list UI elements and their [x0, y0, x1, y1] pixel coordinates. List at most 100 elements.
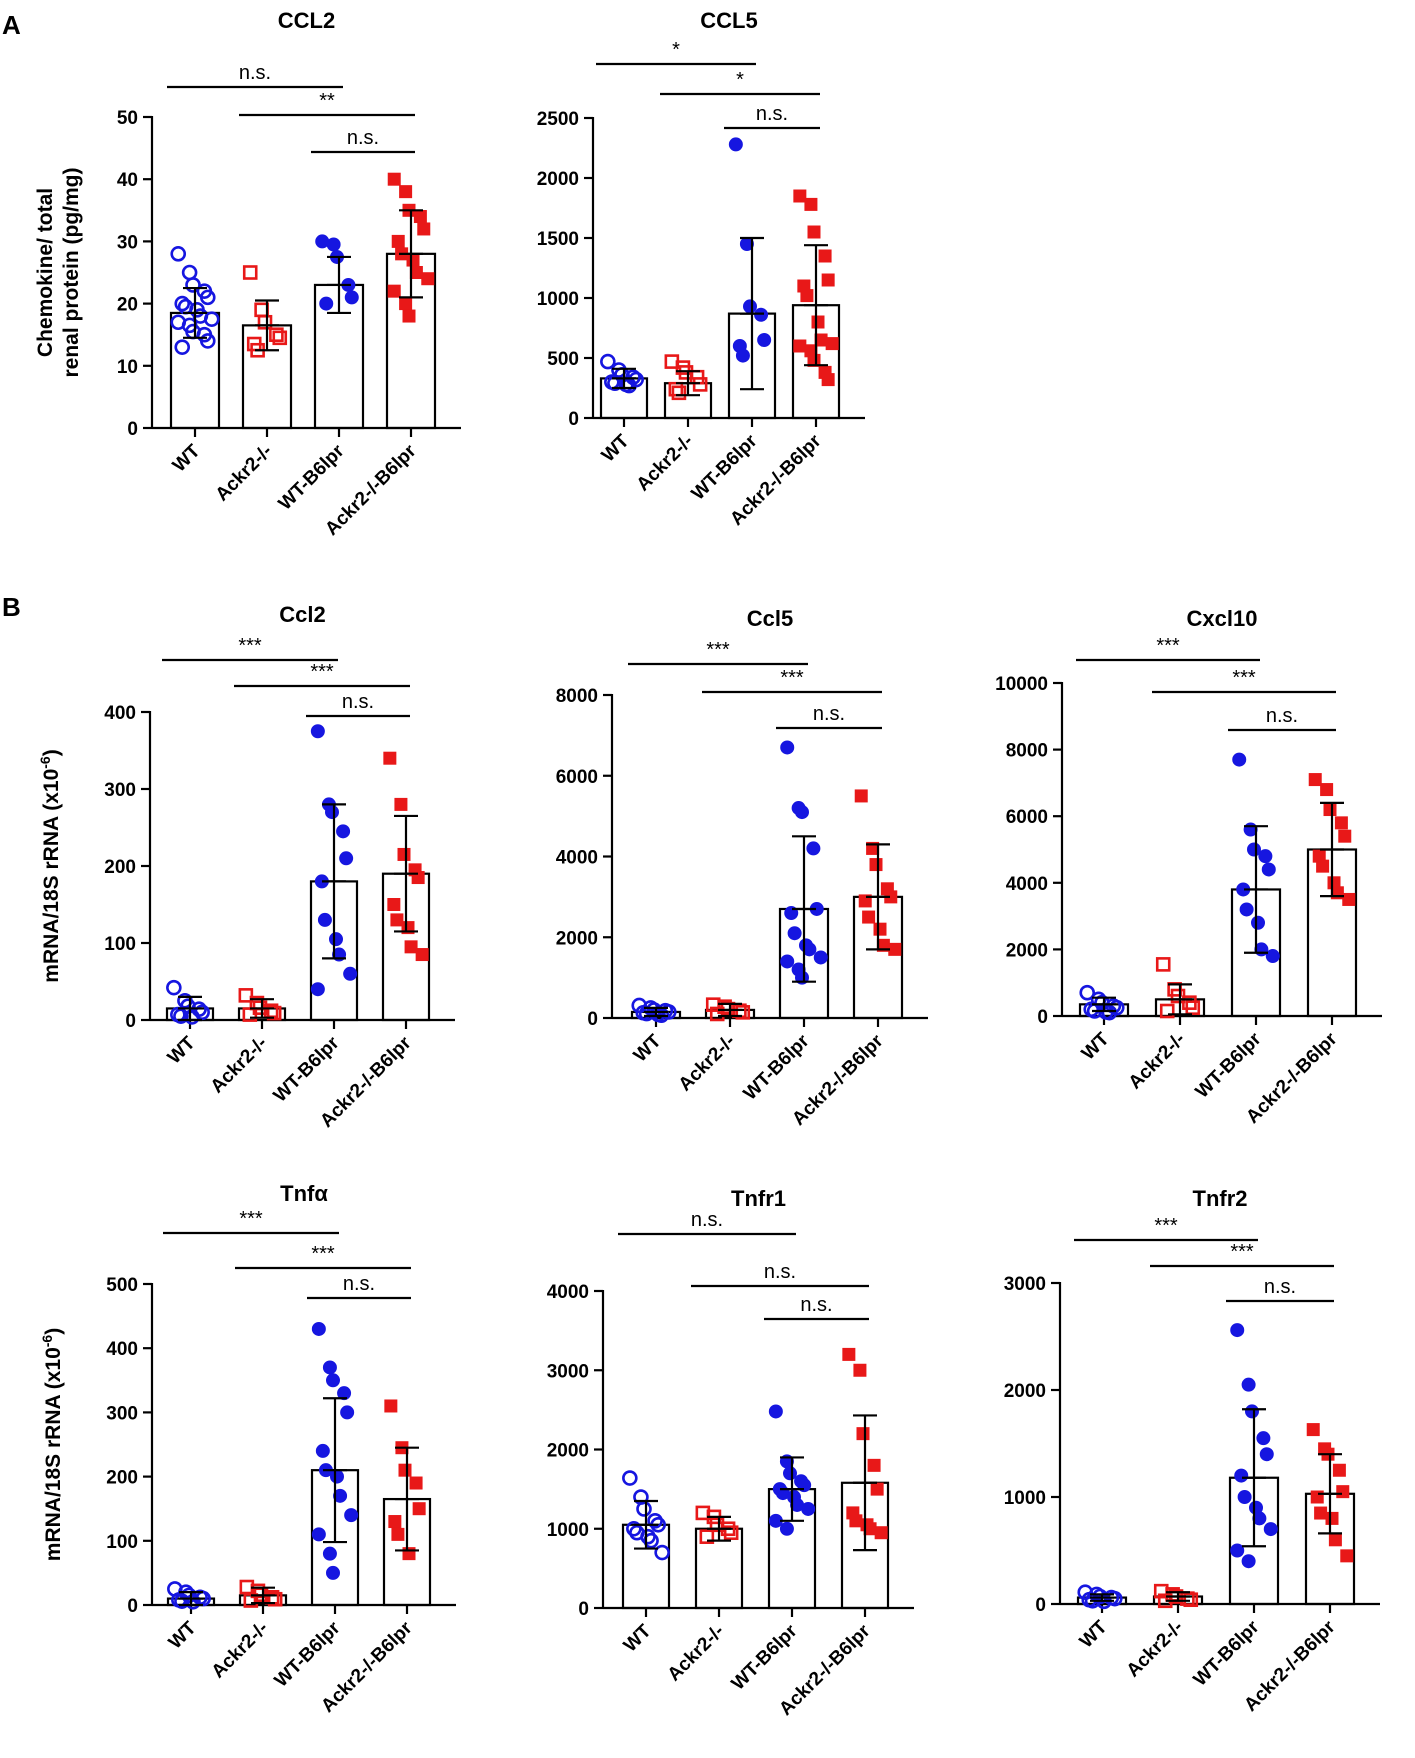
data-point — [1342, 892, 1356, 906]
data-point — [692, 377, 708, 392]
x-tick-label: WT-B6lpr — [1192, 1028, 1266, 1102]
data-point — [174, 339, 191, 355]
data-point — [269, 327, 284, 343]
data-point — [339, 851, 354, 866]
data-point — [1252, 1511, 1267, 1526]
y-axis-label-main: mRNA/18S rRNA (x10 — [40, 769, 63, 983]
data-point — [668, 381, 684, 397]
data-point — [854, 789, 868, 803]
data-point — [322, 1360, 337, 1375]
data-point — [813, 950, 828, 965]
data-point — [322, 1546, 337, 1561]
x-tick-label: Ackr2-/- — [675, 1031, 740, 1096]
x-tick-label: Ackr2-/- — [207, 1033, 272, 1098]
y-tick-label: 200 — [106, 1468, 138, 1489]
chart-title: Ccl5 — [747, 606, 793, 631]
x-tick-label: Ackr2-/- — [212, 441, 277, 506]
data-point — [1256, 1431, 1271, 1446]
y-axis-label: mRNA/18S rRNA (x10-6) — [39, 1328, 65, 1561]
y-tick-label: 4000 — [1006, 874, 1048, 895]
y-tick-label: 500 — [106, 1275, 138, 1296]
data-point — [421, 272, 435, 286]
significance-label: *** — [1156, 635, 1180, 657]
data-point — [336, 824, 351, 839]
y-tick-label: 2500 — [537, 109, 579, 130]
data-point — [388, 1515, 402, 1529]
significance-label: *** — [1230, 1241, 1254, 1263]
data-point — [849, 1514, 863, 1528]
x-tick-label: WT — [1078, 1028, 1114, 1064]
data-point — [1079, 984, 1096, 1001]
data-point — [317, 912, 332, 927]
y-axis-label-main: mRNA/18S rRNA (x10 — [42, 1347, 65, 1561]
x-tick-label: Ackr2-/- — [208, 1618, 273, 1683]
data-point — [326, 1565, 340, 1580]
data-point — [1232, 752, 1247, 767]
chart-2: Ccl2 0 100 200 300 400 mRNA/18S rRNA (x10-6) WT… — [37, 602, 455, 1132]
data-point — [340, 1405, 355, 1420]
data-point — [1306, 1423, 1320, 1437]
significance-label: n.s. — [239, 62, 271, 84]
data-point — [199, 333, 216, 349]
y-tick-label: 40 — [117, 170, 138, 191]
y-tick-label: 100 — [106, 1532, 138, 1553]
data-point — [779, 1521, 794, 1536]
y-tick-label: 0 — [1037, 1007, 1048, 1028]
data-point — [1258, 849, 1273, 864]
data-point — [387, 284, 401, 298]
chart-title: CCL5 — [700, 8, 757, 33]
y-tick-label: 1500 — [537, 229, 579, 250]
x-tick-label: WT-B6lpr — [740, 1030, 814, 1104]
data-point — [1340, 1549, 1354, 1563]
data-point — [397, 847, 411, 861]
data-point — [888, 942, 902, 956]
y-tick-label: 4000 — [547, 1282, 589, 1303]
data-point — [184, 1009, 200, 1025]
data-point — [643, 1532, 659, 1549]
chart-title: Tnfα — [280, 1181, 328, 1206]
data-point — [402, 309, 416, 323]
data-point — [856, 1427, 870, 1441]
x-tick-label: Ackr2-/- — [1125, 1029, 1190, 1094]
data-point — [310, 724, 325, 739]
data-point — [874, 1526, 888, 1540]
significance-label: *** — [311, 1243, 335, 1265]
y-tick-label: 100 — [104, 934, 136, 955]
panel-label-a: A — [2, 10, 21, 40]
data-point — [199, 289, 216, 306]
data-point — [315, 1443, 330, 1458]
y-tick-label: 0 — [587, 1009, 598, 1030]
data-point — [330, 1469, 344, 1484]
data-point — [806, 841, 821, 856]
data-point — [1234, 1468, 1249, 1483]
data-point — [398, 1463, 412, 1477]
data-point — [1320, 783, 1334, 797]
data-point — [254, 302, 269, 318]
y-axis-label-close: ) — [40, 749, 63, 756]
data-point — [1323, 803, 1337, 817]
data-point — [384, 1399, 398, 1413]
data-point — [1308, 773, 1322, 787]
data-point — [391, 234, 405, 248]
data-point — [238, 988, 254, 1003]
y-axis-label: renal protein (pg/mg) — [60, 168, 83, 378]
data-point — [795, 805, 809, 820]
data-point — [1230, 1543, 1245, 1558]
data-point — [344, 1508, 359, 1523]
x-tick-label: Ackr2-/- — [633, 431, 698, 496]
data-point — [735, 348, 750, 363]
data-point — [793, 339, 807, 353]
x-tick-label: WT — [1076, 1616, 1112, 1652]
data-point — [415, 948, 429, 962]
y-tick-label: 3000 — [547, 1361, 589, 1382]
y-tick-label: 200 — [104, 857, 136, 878]
data-point — [333, 1488, 348, 1503]
data-point — [166, 979, 182, 996]
x-tick-label: WT-B6lpr — [275, 440, 349, 514]
y-tick-label: 0 — [568, 409, 579, 430]
data-point — [743, 299, 757, 314]
data-point — [793, 189, 807, 203]
significance-label: *** — [239, 1208, 263, 1230]
data-point — [811, 315, 825, 329]
data-point — [310, 982, 325, 997]
